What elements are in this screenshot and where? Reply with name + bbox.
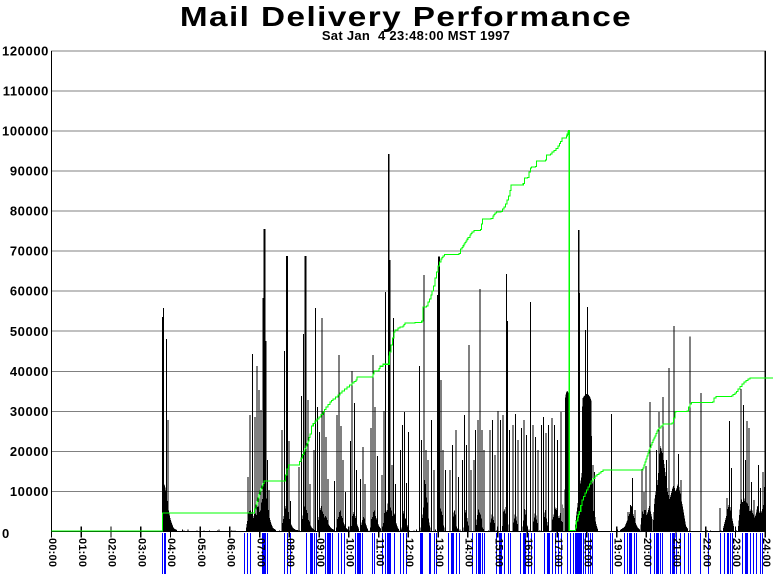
svg-text:04:00: 04:00: [165, 538, 177, 567]
svg-text:20:00: 20:00: [641, 538, 653, 567]
svg-text:24:00: 24:00: [760, 538, 772, 567]
svg-text:05:00: 05:00: [195, 538, 207, 567]
svg-text:01:00: 01:00: [76, 538, 88, 567]
svg-text:10:00: 10:00: [344, 538, 356, 567]
svg-text:60000: 60000: [10, 284, 49, 299]
svg-text:06:00: 06:00: [225, 538, 237, 567]
svg-text:100000: 100000: [2, 124, 49, 139]
svg-text:14:00: 14:00: [463, 538, 475, 567]
svg-text:80000: 80000: [10, 204, 49, 219]
svg-text:Sat Jan 4 23:48:00 MST 1997: Sat Jan 4 23:48:00 MST 1997: [322, 28, 510, 43]
svg-text:21:00: 21:00: [671, 538, 683, 567]
svg-text:18:00: 18:00: [582, 538, 594, 567]
svg-text:19:00: 19:00: [611, 538, 623, 567]
svg-text:11:00: 11:00: [373, 538, 385, 567]
svg-text:50000: 50000: [10, 324, 49, 339]
svg-text:17:00: 17:00: [552, 538, 564, 567]
svg-text:23:00: 23:00: [730, 538, 742, 567]
svg-text:110000: 110000: [3, 84, 49, 99]
svg-text:40000: 40000: [10, 364, 49, 379]
svg-text:10000: 10000: [10, 484, 49, 499]
svg-text:00:00: 00:00: [46, 538, 58, 567]
svg-text:09:00: 09:00: [314, 538, 326, 567]
svg-text:20000: 20000: [10, 444, 49, 459]
svg-text:120000: 120000: [2, 43, 49, 58]
svg-text:16:00: 16:00: [522, 538, 534, 567]
svg-text:07:00: 07:00: [254, 538, 266, 567]
svg-text:13:00: 13:00: [433, 538, 445, 567]
svg-text:30000: 30000: [10, 404, 49, 419]
svg-text:02:00: 02:00: [106, 538, 118, 567]
svg-text:22:00: 22:00: [701, 538, 713, 567]
svg-text:90000: 90000: [10, 164, 49, 179]
svg-text:15:00: 15:00: [492, 538, 504, 567]
svg-text:08:00: 08:00: [284, 538, 296, 567]
svg-text:0: 0: [2, 526, 10, 541]
svg-text:03:00: 03:00: [135, 538, 147, 567]
svg-text:Mail Delivery Performance: Mail Delivery Performance: [180, 1, 632, 33]
svg-text:70000: 70000: [10, 244, 49, 259]
svg-text:12:00: 12:00: [403, 538, 415, 567]
